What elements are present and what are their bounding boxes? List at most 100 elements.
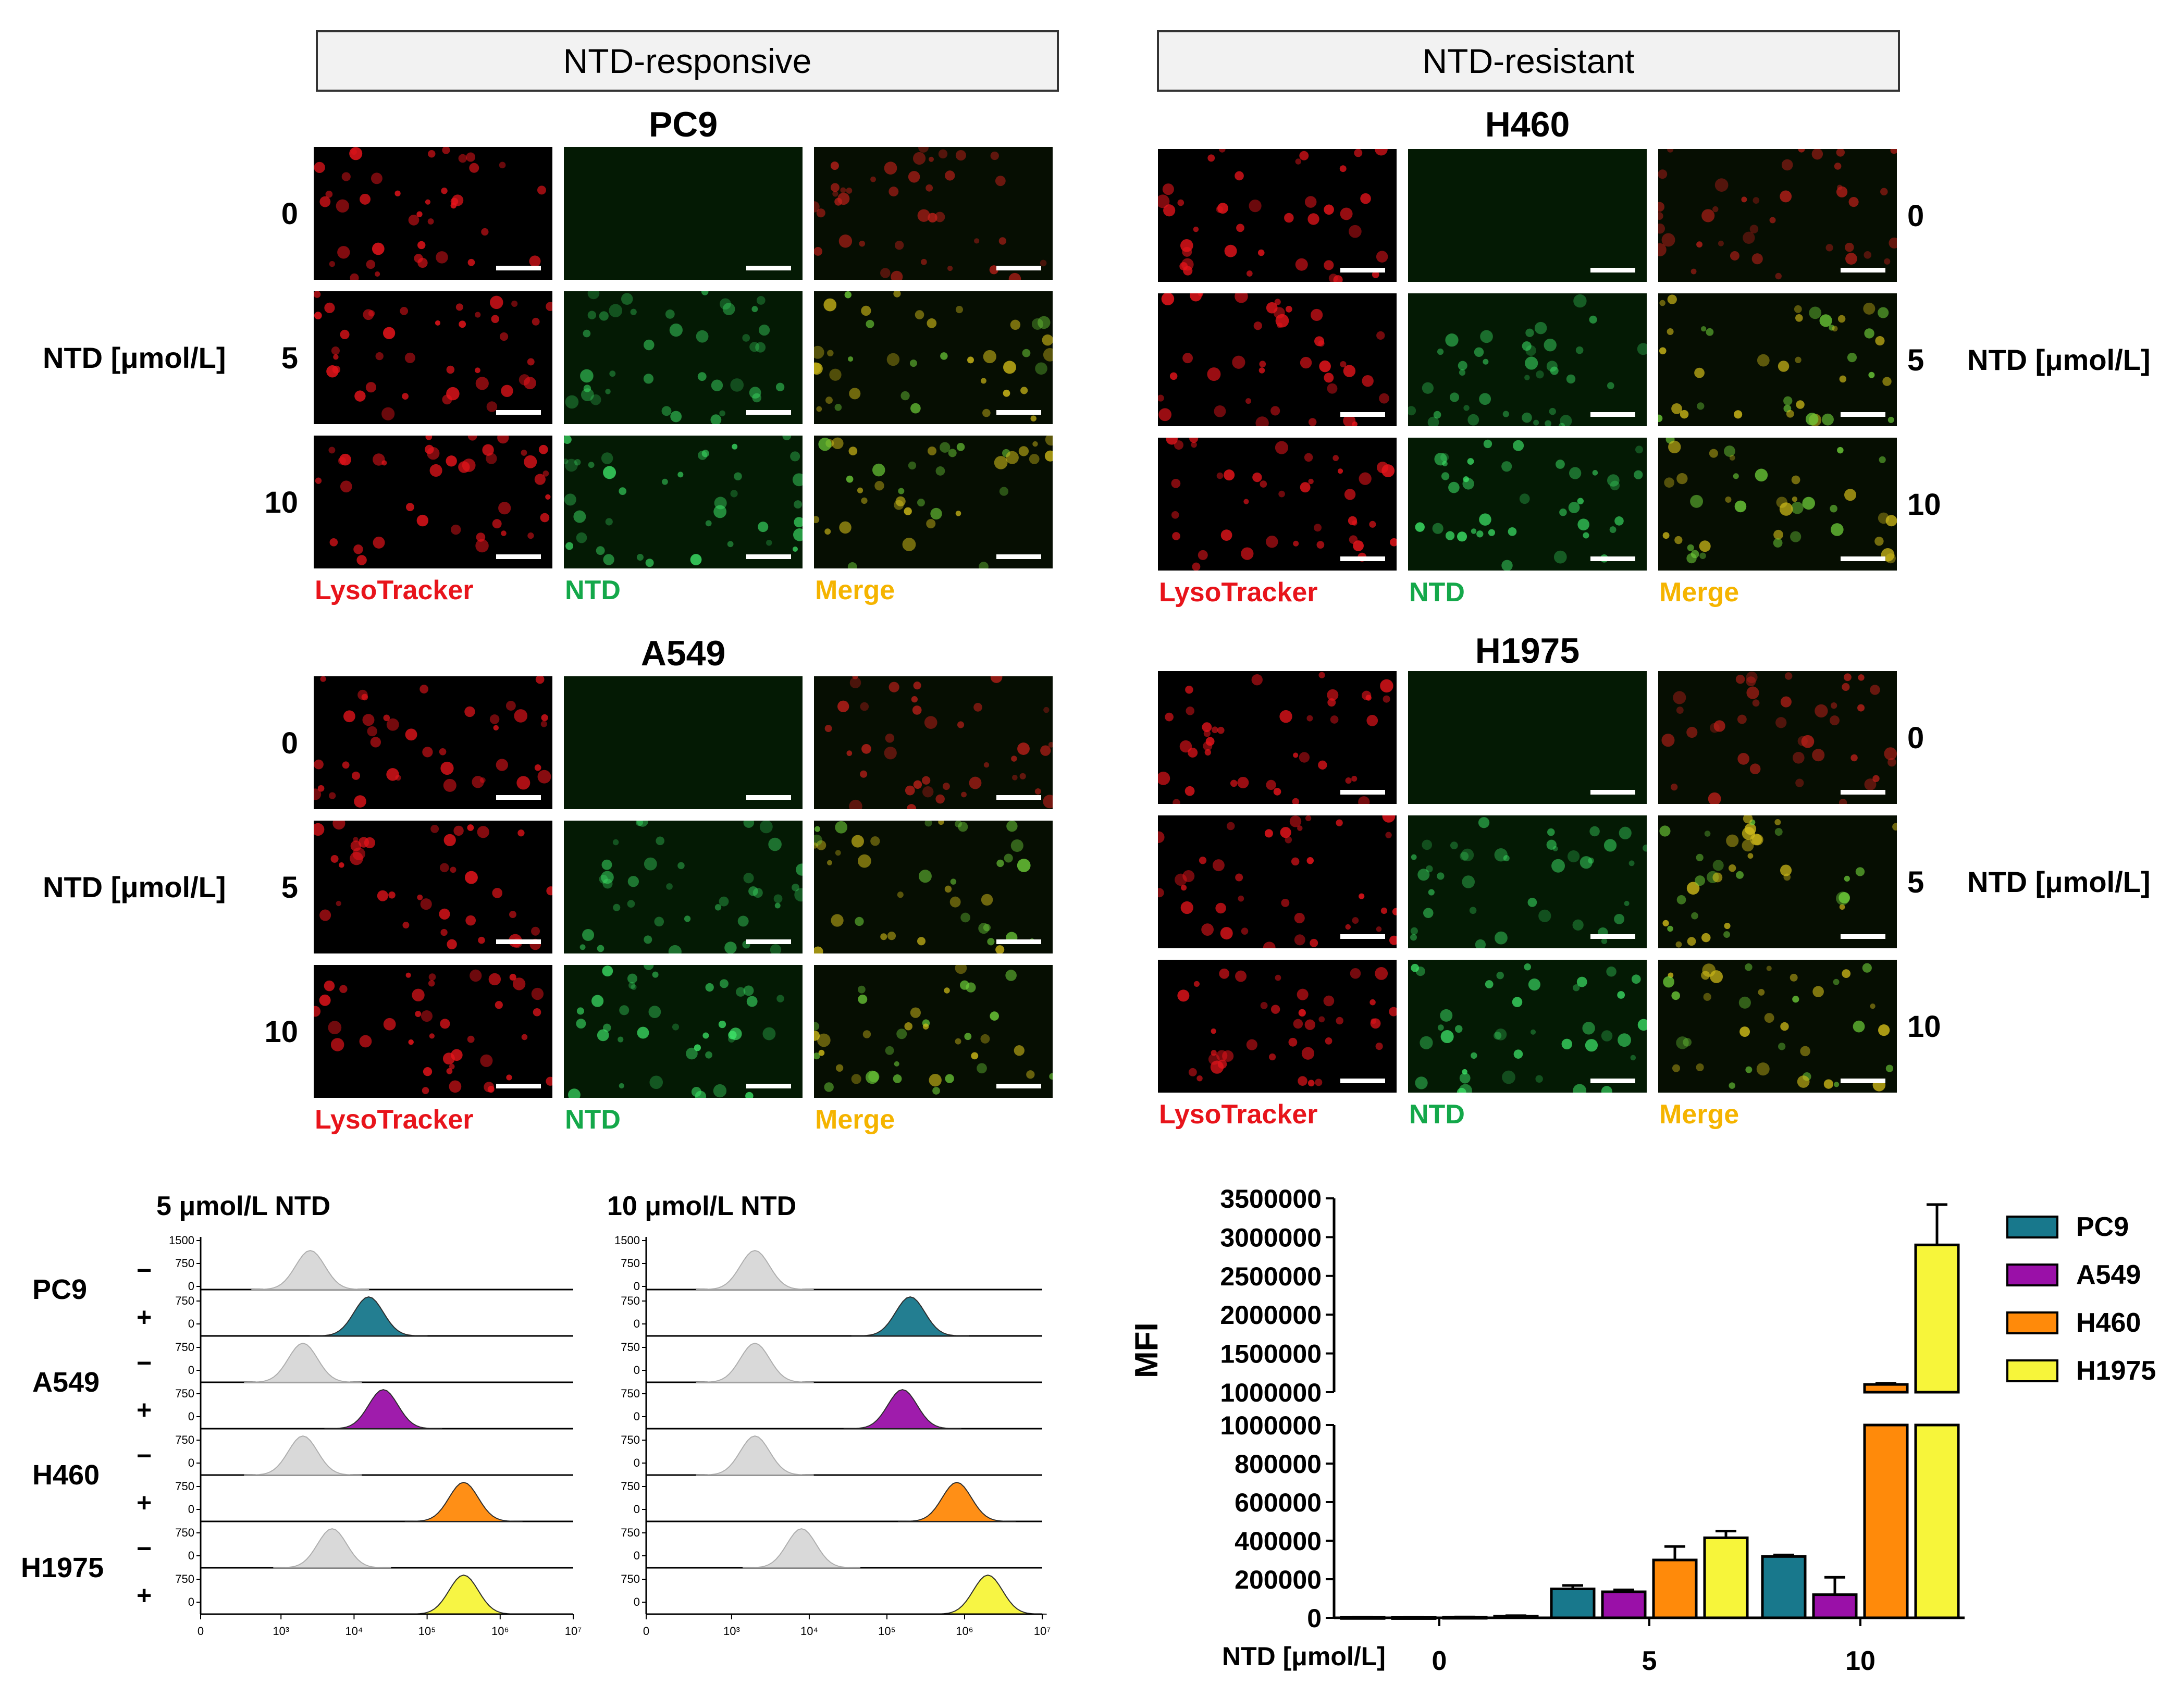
hist-y-tick: 750 [621, 1294, 640, 1307]
scale-bar [1841, 412, 1885, 417]
scale-bar [1841, 1079, 1885, 1083]
micrograph-a549-ntd-10 [564, 965, 803, 1098]
hist-row-label-H460: H460 [32, 1459, 100, 1491]
hist-x-tick: 10⁶ [491, 1625, 509, 1638]
scale-bar [496, 266, 541, 270]
micrograph-pc9-ntd-0 [564, 147, 803, 280]
micrograph-a549-ntd-0 [564, 676, 803, 809]
histogram-H460-treated [404, 1481, 523, 1522]
channel-label-merge: Merge [1659, 577, 1739, 608]
histogram-A549-control [696, 1342, 814, 1383]
bar-x-tick: 0 [1432, 1646, 1447, 1676]
bar-x-tick: 5 [1642, 1646, 1657, 1676]
hist-y-tick: 750 [621, 1480, 640, 1493]
hist-y-tick: 750 [175, 1433, 194, 1446]
row-axis-label-a549: NTD [μmol/L] [43, 871, 226, 903]
histogram-PC9-treated [851, 1296, 969, 1336]
hist-y-tick: 750 [175, 1341, 194, 1354]
micrograph-h460-lyso-10 [1158, 438, 1397, 571]
scale-bar [1841, 790, 1885, 795]
group-header-resistant: NTD-resistant [1157, 30, 1900, 92]
legend-swatch [2006, 1264, 2058, 1286]
row-value-pc9-1: 5 [281, 341, 298, 375]
hist-minus-sign: − [137, 1348, 152, 1378]
scale-bar [1590, 268, 1635, 272]
scale-bar [746, 554, 791, 559]
hist-y-tick: 0 [188, 1549, 194, 1562]
scale-bar [996, 1084, 1041, 1088]
micrograph-pc9-ntd-5 [564, 291, 803, 424]
histogram-title-5: 5 μmol/L NTD [156, 1191, 331, 1221]
hist-x-tick: 10⁴ [800, 1625, 818, 1638]
bar-PC9-5 [1550, 1588, 1596, 1619]
hist-x-tick: 0 [198, 1625, 204, 1638]
hist-y-tick: 0 [634, 1503, 640, 1516]
micrograph-h1975-ntd-10 [1408, 960, 1647, 1093]
cell-title-a549: A549 [640, 634, 726, 673]
hist-y-tick: 0 [188, 1456, 194, 1469]
micrograph-pc9-ntd-10 [564, 436, 803, 568]
micrograph-h460-merge-10 [1658, 438, 1897, 571]
scale-bar [746, 410, 791, 415]
hist-y-tick: 750 [175, 1294, 194, 1307]
hist-minus-sign: − [137, 1534, 152, 1563]
scale-bar [1590, 412, 1635, 417]
histogram-H460-control [696, 1435, 814, 1476]
scale-bar [496, 795, 541, 800]
bar-y-tick: 400000 [1235, 1527, 1322, 1556]
scale-bar [996, 266, 1041, 270]
scale-bar [996, 939, 1041, 944]
hist-y-tick: 0 [634, 1456, 640, 1469]
micrograph-h460-ntd-5 [1408, 293, 1647, 426]
row-value-h1975-2: 10 [1907, 1010, 1941, 1044]
hist-plus-sign: + [137, 1303, 152, 1332]
hist-y-tick: 0 [188, 1280, 194, 1293]
row-value-h1975-0: 0 [1907, 721, 1924, 755]
histogram-H460-treated [898, 1481, 1016, 1522]
histogram-title-10: 10 μmol/L NTD [607, 1191, 797, 1221]
hist-y-tick: 0 [188, 1503, 194, 1516]
channel-label-lyso: LysoTracker [315, 1105, 474, 1135]
micrograph-pc9-merge-5 [814, 291, 1053, 424]
hist-y-tick: 0 [634, 1280, 640, 1293]
hist-y-tick: 0 [188, 1595, 194, 1608]
micrograph-a549-lyso-0 [314, 676, 552, 809]
scale-bar [1340, 268, 1385, 272]
row-axis-label-h460: NTD [μmol/L] [1967, 343, 2151, 376]
channel-label-ntd: NTD [565, 1105, 621, 1135]
row-value-pc9-0: 0 [281, 197, 298, 231]
cell-title-h1975: H1975 [1475, 631, 1580, 671]
bar-H460-10 [1863, 1383, 1909, 1394]
histogram-A549-treated [843, 1389, 961, 1429]
bar-H460-10-lower [1863, 1423, 1909, 1619]
legend-item-PC9: PC9 [2006, 1211, 2129, 1243]
hist-x-tick: 10³ [723, 1625, 740, 1638]
legend-item-H1975: H1975 [2006, 1355, 2156, 1386]
histogram-A549-treated [324, 1389, 442, 1429]
legend-label: H1975 [2076, 1356, 2156, 1386]
micrograph-h460-lyso-5 [1158, 293, 1397, 426]
histogram-PC9-treated [310, 1296, 428, 1336]
bar-PC9-10 [1761, 1555, 1807, 1619]
hist-y-tick: 750 [621, 1526, 640, 1539]
row-axis-label-h1975: NTD [μmol/L] [1967, 865, 2151, 898]
hist-y-tick: 1500 [614, 1234, 640, 1247]
histogram-PC9-control [696, 1249, 814, 1290]
legend-item-H460: H460 [2006, 1307, 2141, 1339]
scale-bar [496, 410, 541, 415]
hist-plus-sign: + [137, 1581, 152, 1610]
hist-row-label-PC9: PC9 [32, 1274, 88, 1305]
histogram-H1975-control [743, 1528, 861, 1568]
hist-y-tick: 0 [634, 1364, 640, 1377]
bar-A549-5 [1601, 1590, 1647, 1619]
bar-H1975-10-lower [1914, 1423, 1960, 1619]
scale-bar [746, 939, 791, 944]
bar-y-tick: 1500000 [1220, 1340, 1322, 1369]
micrograph-h1975-lyso-10 [1158, 960, 1397, 1093]
micrograph-pc9-merge-10 [814, 436, 1053, 568]
channel-label-merge: Merge [815, 575, 895, 605]
micrograph-h460-ntd-10 [1408, 438, 1647, 571]
micrograph-h1975-merge-0 [1658, 671, 1897, 804]
bar-y-tick: 2500000 [1220, 1262, 1322, 1291]
scale-bar [996, 795, 1041, 800]
